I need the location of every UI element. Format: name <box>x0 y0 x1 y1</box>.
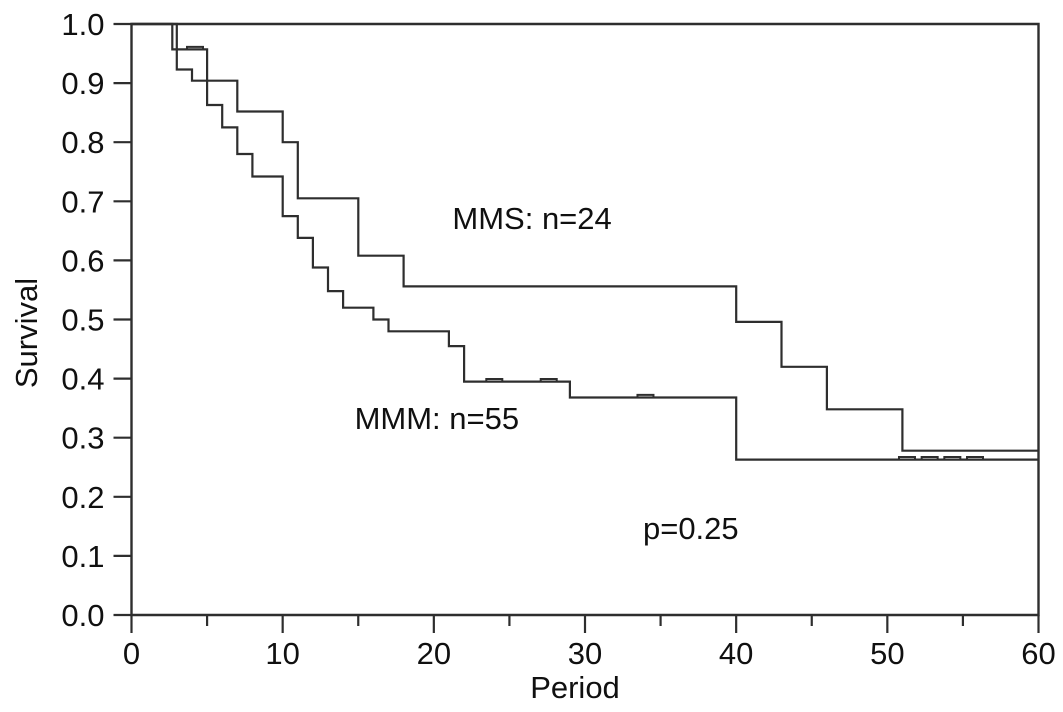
y-tick-label: 0.6 <box>61 243 104 278</box>
censor-mark-mmm <box>185 45 204 50</box>
censor-mark-mmm <box>539 377 558 382</box>
annotation-mms: MMS: n=24 <box>452 201 611 236</box>
x-tick-label: 50 <box>870 636 904 671</box>
annotation-mmm: MMM: n=55 <box>355 401 520 436</box>
censor-mark-mmm <box>897 455 916 460</box>
y-axis-title: Survival <box>9 278 44 388</box>
x-axis-title: Period <box>530 670 620 705</box>
censor-mark-mmm <box>966 455 985 460</box>
y-tick-label: 0.9 <box>61 66 104 101</box>
km-curve-mmm <box>131 22 1039 461</box>
censor-mark-mmm <box>636 393 655 398</box>
censor-mark-mmm <box>943 455 962 460</box>
y-tick-label: 0.5 <box>61 303 104 338</box>
x-tick-label: 40 <box>719 636 753 671</box>
censor-mark-mmm <box>920 455 939 460</box>
x-tick-label: 20 <box>417 636 451 671</box>
y-tick-label: 1.0 <box>61 7 104 42</box>
y-tick-label: 0.8 <box>61 125 104 160</box>
y-tick-label: 0.3 <box>61 421 104 456</box>
annotation-p: p=0.25 <box>643 511 739 546</box>
km-curve-mms <box>131 22 1039 452</box>
y-tick-label: 0.7 <box>61 184 104 219</box>
y-tick-label: 0.0 <box>61 598 104 633</box>
y-tick-label: 0.1 <box>61 539 104 574</box>
y-tick-label: 0.4 <box>61 362 104 397</box>
x-tick-label: 0 <box>123 636 140 671</box>
x-tick-label: 60 <box>1021 636 1055 671</box>
y-tick-label: 0.2 <box>61 480 104 515</box>
plot-box-axes <box>130 22 1040 617</box>
x-tick-label: 10 <box>265 636 299 671</box>
censor-mark-mmm <box>485 377 504 382</box>
x-tick-label: 30 <box>568 636 602 671</box>
